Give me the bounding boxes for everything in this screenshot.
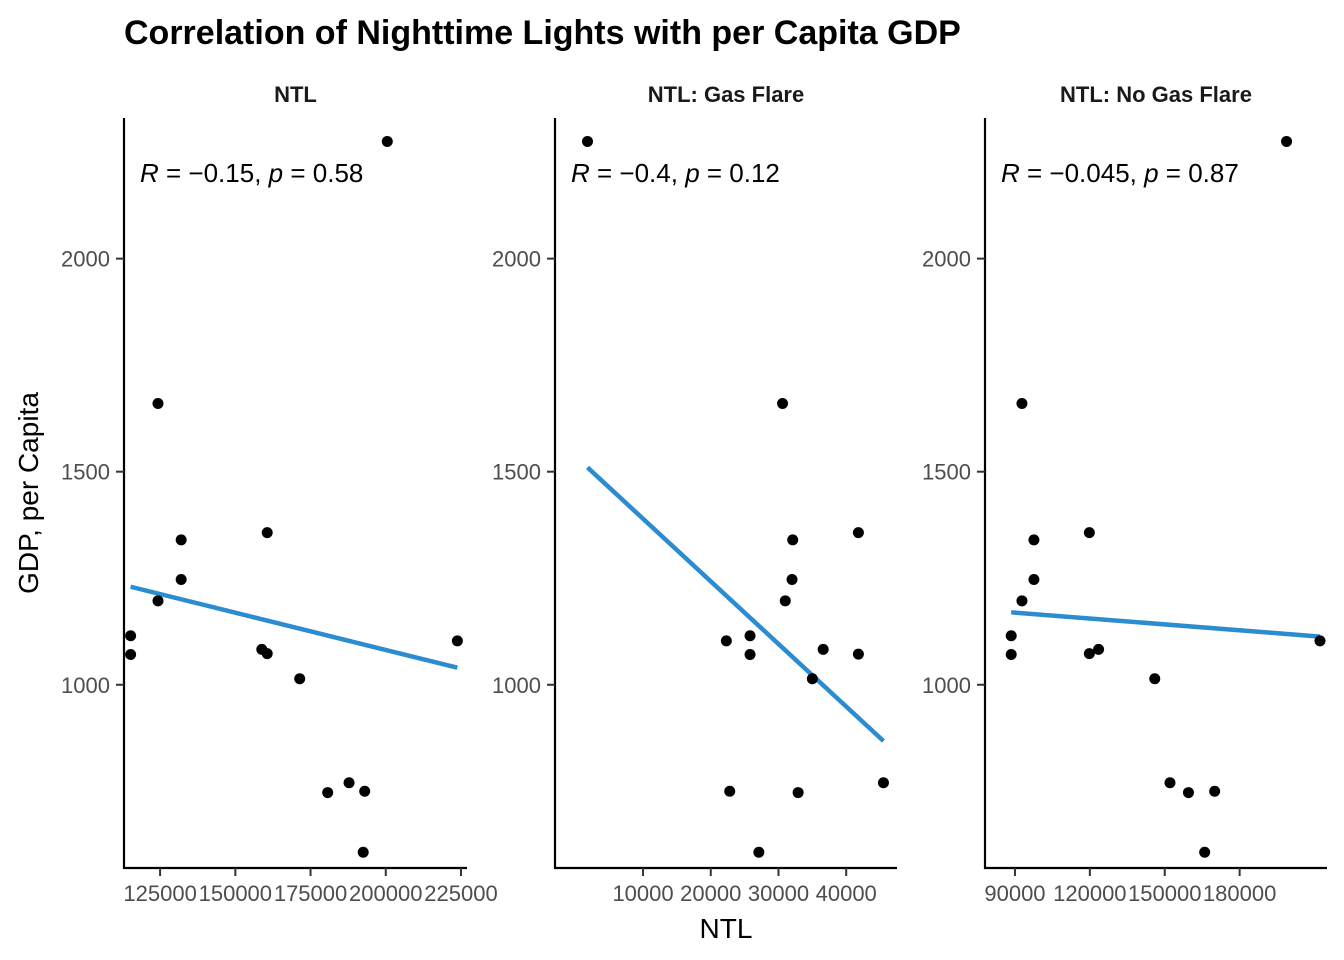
x-tick-label: 30000	[748, 881, 809, 906]
data-point	[1028, 534, 1040, 546]
y-tick-label: 1000	[492, 673, 541, 698]
regression-line	[130, 584, 458, 670]
data-point	[852, 648, 864, 660]
panel-1: NTL 1000 1500 2000 125000 150000 175000 200000 2…	[61, 82, 498, 906]
data-point	[720, 635, 732, 647]
data-point	[777, 398, 789, 410]
data-point	[1005, 630, 1017, 642]
x-tick-label: 90000	[984, 881, 1045, 906]
data-point	[261, 527, 273, 539]
correlation-annotation: R = −0.15, p = 0.58	[140, 158, 363, 188]
x-tick-label: 120000	[1053, 881, 1126, 906]
data-point	[724, 785, 736, 797]
data-point	[125, 630, 137, 642]
x-tick-label: 125000	[123, 881, 196, 906]
data-point	[877, 777, 889, 789]
x-tick-label: 150000	[1128, 881, 1201, 906]
x-tick-label: 225000	[424, 881, 497, 906]
correlation-annotation: R = −0.045, p = 0.87	[1001, 158, 1239, 188]
regression-line	[585, 465, 885, 743]
chart-title: Correlation of Nighttime Lights with per…	[124, 14, 961, 52]
panel-2: NTL: Gas Flare 1000 1500 2000 10000 20000 3000…	[492, 82, 897, 906]
data-point	[359, 785, 371, 797]
data-point	[786, 574, 798, 586]
y-tick-label: 2000	[61, 247, 110, 272]
data-point	[1314, 635, 1326, 647]
y-axis-title: GDP, per Capita	[13, 392, 44, 594]
data-point	[753, 846, 765, 858]
panel-strip-label: NTL: No Gas Flare	[1060, 82, 1252, 107]
x-tick-label: 20000	[680, 881, 741, 906]
y-tick-label: 1500	[492, 460, 541, 485]
x-tick-label: 150000	[199, 881, 272, 906]
y-tick-label: 1500	[922, 460, 971, 485]
data-point	[175, 574, 187, 586]
y-tick-label: 1000	[922, 673, 971, 698]
data-point	[852, 527, 864, 539]
data-point	[343, 777, 355, 789]
panel-3: NTL: No Gas Flare 1000 1500 2000 90000 120000…	[922, 82, 1327, 906]
panel-strip-label: NTL	[274, 82, 317, 107]
data-point	[1016, 595, 1028, 607]
x-tick-label: 175000	[274, 881, 347, 906]
data-point	[1093, 643, 1105, 655]
y-tick-label: 2000	[922, 247, 971, 272]
x-tick-label: 200000	[349, 881, 422, 906]
data-point	[787, 534, 799, 546]
y-tick-label: 1500	[61, 460, 110, 485]
data-point	[792, 787, 804, 799]
data-point	[125, 649, 137, 661]
data-point	[582, 135, 594, 147]
data-point	[744, 649, 756, 661]
correlation-annotation: R = −0.4, p = 0.12	[571, 158, 780, 188]
data-point	[779, 595, 791, 607]
data-point	[1199, 846, 1211, 858]
y-tick-label: 1000	[61, 673, 110, 698]
data-point	[261, 648, 273, 660]
data-point	[1083, 648, 1095, 660]
x-tick-label: 10000	[612, 881, 673, 906]
panel-strip-label: NTL: Gas Flare	[648, 82, 804, 107]
x-tick-label: 40000	[816, 881, 877, 906]
data-point	[817, 643, 829, 655]
data-point	[744, 630, 756, 642]
data-point	[1083, 527, 1095, 539]
data-point	[1281, 135, 1293, 147]
data-point	[1149, 673, 1161, 685]
data-point	[381, 135, 393, 147]
data-point	[322, 787, 334, 799]
x-tick-label: 180000	[1203, 881, 1276, 906]
data-point	[1016, 398, 1028, 410]
data-point	[1164, 777, 1176, 789]
x-axis-title: NTL	[700, 913, 753, 944]
data-point	[357, 846, 369, 858]
data-point	[451, 635, 463, 647]
data-point	[294, 673, 306, 685]
data-point	[1182, 787, 1194, 799]
data-point	[1005, 649, 1017, 661]
data-point	[152, 398, 164, 410]
regression-line	[1011, 610, 1321, 639]
data-point	[1209, 785, 1221, 797]
data-point	[152, 595, 164, 607]
data-point	[175, 534, 187, 546]
data-point	[1028, 574, 1040, 586]
y-tick-label: 2000	[492, 247, 541, 272]
data-point	[806, 673, 818, 685]
